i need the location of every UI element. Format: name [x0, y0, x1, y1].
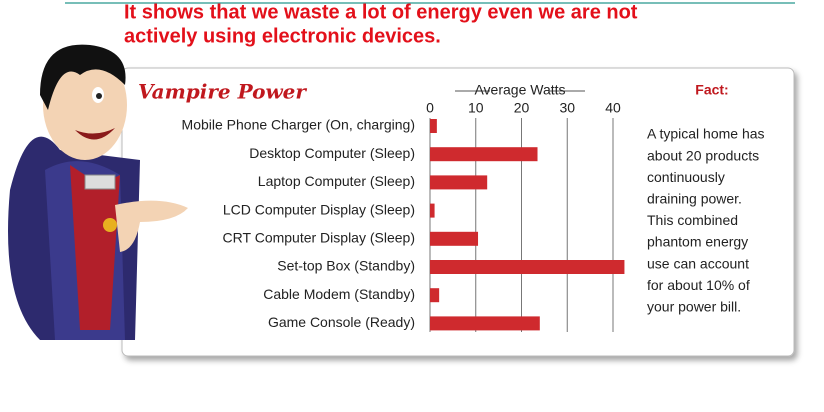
heading-line: actively using electronic devices. — [124, 25, 441, 47]
x-tick-label: 40 — [605, 100, 621, 116]
fact-line: continuously — [647, 169, 725, 185]
x-tick-label: 30 — [559, 100, 575, 116]
x-tick-label: 0 — [426, 100, 434, 116]
fact-line: for about 10% of — [647, 277, 750, 293]
bar — [430, 316, 540, 331]
y-tick-label: Cable Modem (Standby) — [263, 286, 415, 302]
fact-line: your power bill. — [647, 299, 741, 315]
bar — [430, 175, 488, 190]
y-tick-label: Desktop Computer (Sleep) — [249, 145, 415, 161]
y-tick-label: Set-top Box (Standby) — [277, 258, 415, 274]
x-tick-label: 10 — [468, 100, 484, 116]
x-axis-title: Average Watts — [474, 82, 565, 98]
chart-title: Vampire Power — [138, 80, 307, 104]
fact-line: draining power. — [647, 191, 742, 207]
bar — [430, 231, 479, 246]
bar — [430, 203, 435, 218]
vampire-illustration — [8, 44, 188, 340]
heading-line: It shows that we waste a lot of energy e… — [124, 1, 638, 23]
bar — [430, 119, 437, 133]
fact-line: phantom energy — [647, 234, 748, 250]
fact-line: about 20 products — [647, 147, 759, 163]
y-tick-label: Laptop Computer (Sleep) — [258, 173, 415, 189]
x-tick-label: 20 — [514, 100, 530, 116]
y-tick-label: LCD Computer Display (Sleep) — [223, 201, 415, 217]
fact-title: Fact: — [695, 82, 728, 98]
fact-line: A typical home has — [647, 126, 765, 142]
fact-line: use can account — [647, 255, 749, 271]
bar — [430, 260, 625, 274]
y-tick-label: Mobile Phone Charger (On, charging) — [182, 117, 415, 133]
fact-line: This combined — [647, 212, 738, 228]
y-tick-label: Game Console (Ready) — [268, 314, 415, 330]
bar — [430, 147, 538, 162]
bar — [430, 288, 440, 303]
y-tick-label: CRT Computer Display (Sleep) — [223, 230, 415, 246]
